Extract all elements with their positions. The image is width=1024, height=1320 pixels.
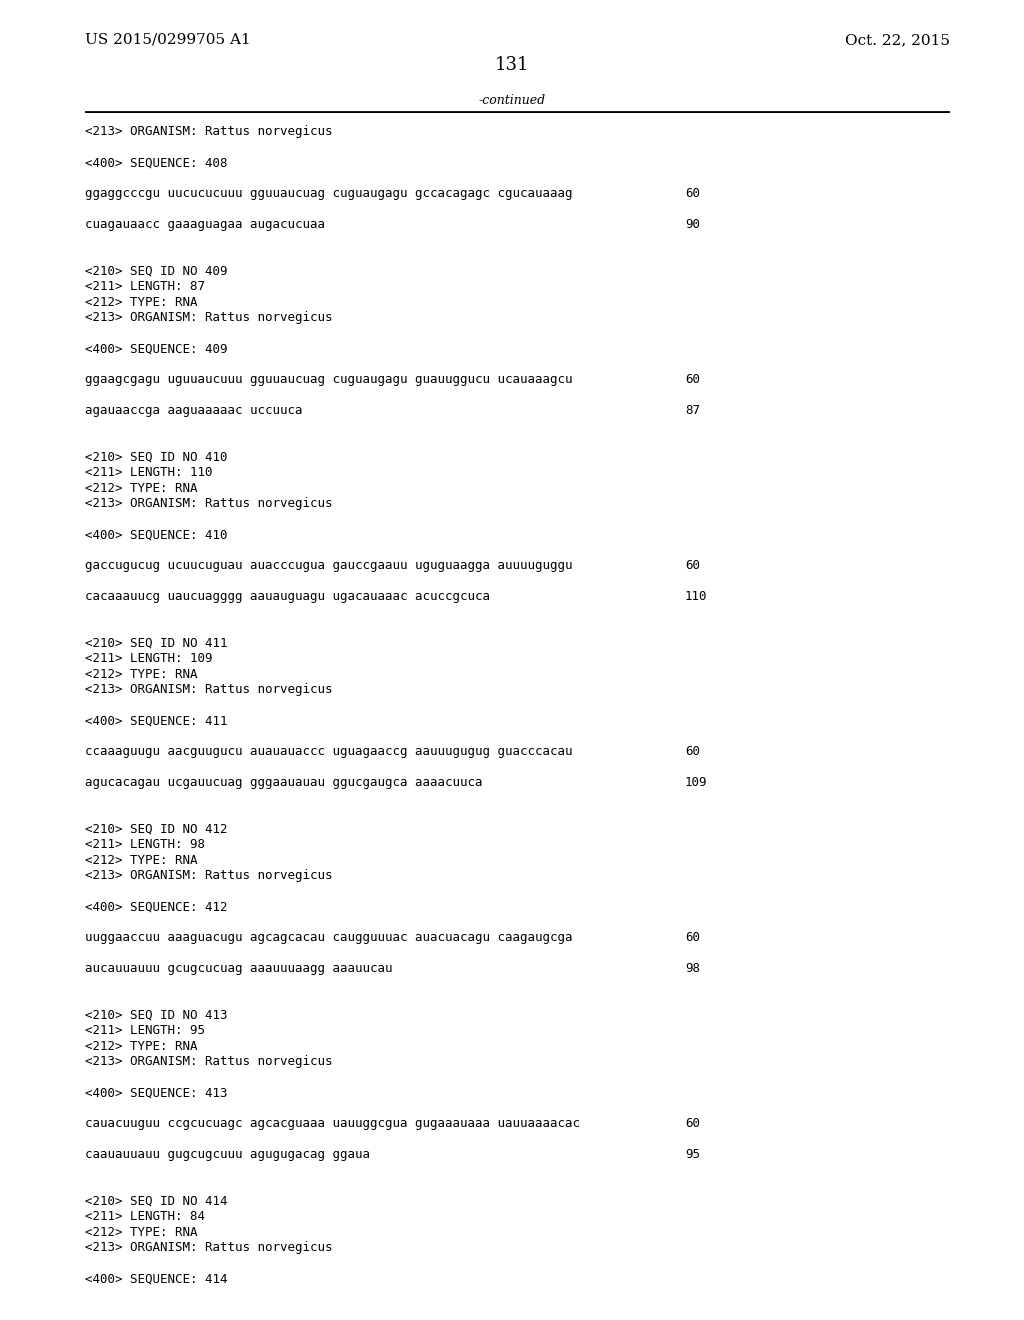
Text: 60: 60 <box>685 746 700 759</box>
Text: <400> SEQUENCE: 412: <400> SEQUENCE: 412 <box>85 900 227 913</box>
Text: <400> SEQUENCE: 411: <400> SEQUENCE: 411 <box>85 714 227 727</box>
Text: <212> TYPE: RNA: <212> TYPE: RNA <box>85 1226 198 1239</box>
Text: cuagauaacc gaaaguagaa augacucuaa: cuagauaacc gaaaguagaa augacucuaa <box>85 219 325 231</box>
Text: <211> LENGTH: 95: <211> LENGTH: 95 <box>85 1024 205 1038</box>
Text: caauauuauu gugcugcuuu agugugacag ggaua: caauauuauu gugcugcuuu agugugacag ggaua <box>85 1148 370 1162</box>
Text: <211> LENGTH: 110: <211> LENGTH: 110 <box>85 466 213 479</box>
Text: <213> ORGANISM: Rattus norvegicus: <213> ORGANISM: Rattus norvegicus <box>85 684 333 697</box>
Text: 60: 60 <box>685 560 700 573</box>
Text: <213> ORGANISM: Rattus norvegicus: <213> ORGANISM: Rattus norvegicus <box>85 498 333 511</box>
Text: <400> SEQUENCE: 414: <400> SEQUENCE: 414 <box>85 1272 227 1286</box>
Text: agucacagau ucgauucuag gggaauauau ggucgaugca aaaacuuca: agucacagau ucgauucuag gggaauauau ggucgau… <box>85 776 482 789</box>
Text: 90: 90 <box>685 219 700 231</box>
Text: ggaagcgagu uguuaucuuu gguuaucuag cuguaugagu guauuggucu ucauaaagcu: ggaagcgagu uguuaucuuu gguuaucuag cuguaug… <box>85 374 572 387</box>
Text: 131: 131 <box>495 55 529 74</box>
Text: US 2015/0299705 A1: US 2015/0299705 A1 <box>85 33 251 48</box>
Text: <213> ORGANISM: Rattus norvegicus: <213> ORGANISM: Rattus norvegicus <box>85 870 333 883</box>
Text: <212> TYPE: RNA: <212> TYPE: RNA <box>85 668 198 681</box>
Text: <210> SEQ ID NO 410: <210> SEQ ID NO 410 <box>85 451 227 465</box>
Text: 109: 109 <box>685 776 708 789</box>
Text: 110: 110 <box>685 590 708 603</box>
Text: <213> ORGANISM: Rattus norvegicus: <213> ORGANISM: Rattus norvegicus <box>85 312 333 325</box>
Text: ccaaaguugu aacguugucu auauauaccc uguagaaccg aauuugugug guacccacau: ccaaaguugu aacguugucu auauauaccc uguagaa… <box>85 746 572 759</box>
Text: <210> SEQ ID NO 409: <210> SEQ ID NO 409 <box>85 265 227 279</box>
Text: 98: 98 <box>685 962 700 975</box>
Text: <400> SEQUENCE: 413: <400> SEQUENCE: 413 <box>85 1086 227 1100</box>
Text: <213> ORGANISM: Rattus norvegicus: <213> ORGANISM: Rattus norvegicus <box>85 1056 333 1068</box>
Text: -continued: -continued <box>478 94 546 107</box>
Text: 95: 95 <box>685 1148 700 1162</box>
Text: <213> ORGANISM: Rattus norvegicus: <213> ORGANISM: Rattus norvegicus <box>85 1242 333 1254</box>
Text: cacaaauucg uaucuagggg aauauguagu ugacauaaac acuccgcuca: cacaaauucg uaucuagggg aauauguagu ugacaua… <box>85 590 490 603</box>
Text: ggaggcccgu uucucucuuu gguuaucuag cuguaugagu gccacagagc cgucauaaag: ggaggcccgu uucucucuuu gguuaucuag cuguaug… <box>85 187 572 201</box>
Text: 87: 87 <box>685 404 700 417</box>
Text: uuggaaccuu aaaguacugu agcagcacau caugguuuac auacuacagu caagaugcga: uuggaaccuu aaaguacugu agcagcacau caugguu… <box>85 932 572 945</box>
Text: agauaaccga aaguaaaaac uccuuca: agauaaccga aaguaaaaac uccuuca <box>85 404 302 417</box>
Text: 60: 60 <box>685 187 700 201</box>
Text: 60: 60 <box>685 932 700 945</box>
Text: <211> LENGTH: 84: <211> LENGTH: 84 <box>85 1210 205 1224</box>
Text: <212> TYPE: RNA: <212> TYPE: RNA <box>85 482 198 495</box>
Text: <211> LENGTH: 109: <211> LENGTH: 109 <box>85 652 213 665</box>
Text: 60: 60 <box>685 374 700 387</box>
Text: <212> TYPE: RNA: <212> TYPE: RNA <box>85 296 198 309</box>
Text: gaccugucug ucuucuguau auacccugua gauccgaauu uguguaagga auuuuguggu: gaccugucug ucuucuguau auacccugua gauccga… <box>85 560 572 573</box>
Text: <210> SEQ ID NO 413: <210> SEQ ID NO 413 <box>85 1008 227 1022</box>
Text: <400> SEQUENCE: 410: <400> SEQUENCE: 410 <box>85 528 227 541</box>
Text: <400> SEQUENCE: 408: <400> SEQUENCE: 408 <box>85 157 227 169</box>
Text: <212> TYPE: RNA: <212> TYPE: RNA <box>85 1040 198 1053</box>
Text: <210> SEQ ID NO 414: <210> SEQ ID NO 414 <box>85 1195 227 1208</box>
Text: Oct. 22, 2015: Oct. 22, 2015 <box>845 33 950 48</box>
Text: 60: 60 <box>685 1118 700 1130</box>
Text: <400> SEQUENCE: 409: <400> SEQUENCE: 409 <box>85 342 227 355</box>
Text: <212> TYPE: RNA: <212> TYPE: RNA <box>85 854 198 867</box>
Text: <211> LENGTH: 87: <211> LENGTH: 87 <box>85 280 205 293</box>
Text: cauacuuguu ccgcucuagc agcacguaaa uauuggcgua gugaaauaaa uauuaaaacac: cauacuuguu ccgcucuagc agcacguaaa uauuggc… <box>85 1118 580 1130</box>
Text: <211> LENGTH: 98: <211> LENGTH: 98 <box>85 838 205 851</box>
Text: <210> SEQ ID NO 412: <210> SEQ ID NO 412 <box>85 822 227 836</box>
Text: aucauuauuu gcugcucuag aaauuuaagg aaauucau: aucauuauuu gcugcucuag aaauuuaagg aaauuca… <box>85 962 392 975</box>
Text: <213> ORGANISM: Rattus norvegicus: <213> ORGANISM: Rattus norvegicus <box>85 125 333 139</box>
Text: <210> SEQ ID NO 411: <210> SEQ ID NO 411 <box>85 638 227 649</box>
